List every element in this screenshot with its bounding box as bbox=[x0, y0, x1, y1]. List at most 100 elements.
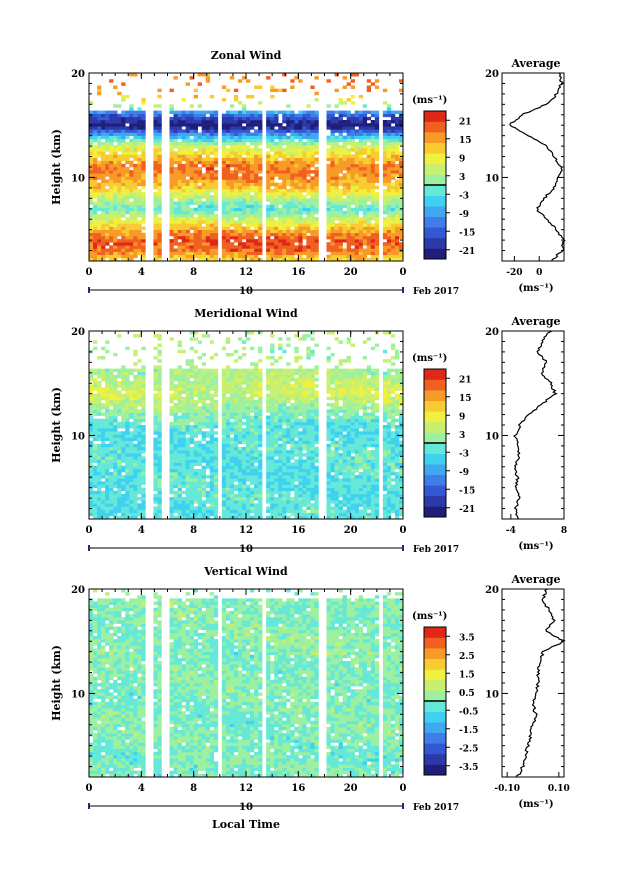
heatmap-cells bbox=[89, 331, 404, 520]
date-label: Feb 2017 bbox=[413, 803, 459, 813]
y-axis-label: Height (km) bbox=[50, 129, 63, 205]
colorbar-tick-label: -3 bbox=[459, 449, 469, 459]
colorbar-tick-label: -1.5 bbox=[459, 726, 478, 736]
colorbar-tick-label: 9 bbox=[459, 154, 465, 164]
colorbar-swatch bbox=[424, 690, 446, 702]
x-tick-label: 0 bbox=[400, 783, 407, 794]
x-tick-label: 16 bbox=[291, 267, 305, 278]
colorbar-unit: (ms⁻¹) bbox=[412, 353, 447, 364]
colorbar-tick-label: -0.5 bbox=[459, 707, 478, 717]
colorbar-tick-label: -3.5 bbox=[459, 763, 478, 773]
x-tick-label: 20 bbox=[344, 267, 358, 278]
colorbar-swatch bbox=[424, 237, 446, 249]
y-tick-label: 10 bbox=[71, 431, 85, 442]
average-panel: Average 20 10 -20 0 (ms⁻¹) bbox=[485, 57, 566, 294]
x-tick-label: 8 bbox=[190, 783, 197, 794]
colorbar-swatch bbox=[424, 121, 446, 133]
colorbar-swatch bbox=[424, 132, 446, 144]
heatmap-cells bbox=[89, 589, 404, 778]
x-tick-label: 12 bbox=[239, 267, 253, 278]
colorbar bbox=[424, 627, 446, 776]
colorbar-tick-label: 9 bbox=[459, 412, 465, 422]
average-x-tick-label: -4 bbox=[506, 526, 516, 536]
x-tick-label: 8 bbox=[190, 525, 197, 536]
x-tick-label: 8 bbox=[190, 267, 197, 278]
average-title: Average bbox=[510, 57, 560, 70]
colorbar-swatch bbox=[424, 185, 446, 196]
colorbar-swatch bbox=[424, 432, 446, 444]
colorbar-swatch bbox=[424, 248, 446, 260]
panel-0: Zonal Wind 0 4 8 12 16 20 0 20 10 Height (km) 10 Feb… bbox=[50, 49, 566, 297]
average-y-tick-label: 20 bbox=[485, 327, 499, 338]
panel-1: Meridional Wind 0 4 8 12 16 20 0 20 10 Height (km)… bbox=[50, 307, 567, 555]
average-unit: (ms⁻¹) bbox=[518, 799, 553, 810]
average-x-tick-label: 8 bbox=[561, 526, 567, 536]
colorbar-swatch bbox=[424, 227, 446, 239]
colorbar-swatch bbox=[424, 195, 446, 207]
colorbar-tick-label: -15 bbox=[459, 228, 475, 238]
colorbar-swatch bbox=[424, 637, 446, 649]
average-y-tick-label: 10 bbox=[485, 173, 499, 184]
panel-2: Vertical Wind 0 4 8 12 16 20 0 20 10 Height (km) 10… bbox=[50, 565, 570, 831]
colorbar-tick-label: -15 bbox=[459, 486, 475, 496]
panel-title: Meridional Wind bbox=[194, 307, 298, 320]
colorbar bbox=[424, 111, 446, 260]
average-profile-line bbox=[515, 588, 566, 778]
colorbar-tick-label: 21 bbox=[459, 375, 472, 385]
y-axis-label: Height (km) bbox=[50, 645, 63, 721]
colorbar-tick-label: -21 bbox=[459, 505, 475, 515]
colorbar-swatch bbox=[424, 153, 446, 165]
colorbar-swatch bbox=[424, 753, 446, 765]
average-x-tick-label: -20 bbox=[506, 268, 522, 278]
x-axis-label: Local Time bbox=[212, 818, 280, 831]
average-unit: (ms⁻¹) bbox=[518, 541, 553, 552]
colorbar-swatch bbox=[424, 174, 446, 186]
colorbar-swatch bbox=[424, 732, 446, 744]
x-tick-label: 16 bbox=[291, 783, 305, 794]
x-tick-label: 20 bbox=[344, 525, 358, 536]
colorbar-swatch bbox=[424, 142, 446, 154]
colorbar-swatch bbox=[424, 648, 446, 660]
colorbar-tick-label: 0.5 bbox=[459, 689, 475, 699]
average-profile-line bbox=[509, 72, 566, 262]
colorbar-swatch bbox=[424, 722, 446, 734]
y-tick-label: 20 bbox=[71, 69, 85, 80]
colorbar-unit: (ms⁻¹) bbox=[412, 611, 447, 622]
average-y-tick-label: 10 bbox=[485, 689, 499, 700]
colorbar-swatch bbox=[424, 464, 446, 476]
x-tick-label: 12 bbox=[239, 525, 253, 536]
colorbar-tick-label: -2.5 bbox=[459, 744, 478, 754]
colorbar-swatch bbox=[424, 743, 446, 755]
colorbar-swatch bbox=[424, 453, 446, 465]
x-tick-label: 0 bbox=[86, 783, 93, 794]
colorbar-swatch bbox=[424, 411, 446, 423]
colorbar-swatch bbox=[424, 216, 446, 228]
colorbar-swatch bbox=[424, 764, 446, 776]
colorbar-tick-label: 15 bbox=[459, 394, 472, 404]
colorbar-tick-label: -9 bbox=[459, 210, 469, 220]
colorbar-swatch bbox=[424, 679, 446, 691]
average-y-tick-label: 10 bbox=[485, 431, 499, 442]
colorbar-tick-label: 1.5 bbox=[459, 670, 475, 680]
average-frame bbox=[501, 330, 565, 520]
colorbar-swatch bbox=[424, 495, 446, 507]
colorbar-tick-label: 3 bbox=[459, 173, 465, 183]
x-tick-label: 16 bbox=[291, 525, 305, 536]
colorbar-swatch bbox=[424, 701, 446, 712]
x-tick-label: 0 bbox=[86, 525, 93, 536]
y-tick-label: 10 bbox=[71, 689, 85, 700]
x-tick-label: 0 bbox=[400, 525, 407, 536]
panel-title: Vertical Wind bbox=[203, 565, 288, 578]
average-panel: Average 20 10 -4 8 (ms⁻¹) bbox=[485, 315, 567, 552]
y-tick-label: 20 bbox=[71, 585, 85, 596]
average-y-tick-label: 20 bbox=[485, 69, 499, 80]
colorbar-swatch bbox=[424, 206, 446, 218]
heatmap-cells bbox=[89, 73, 404, 262]
average-frame bbox=[501, 588, 565, 778]
date-label: Feb 2017 bbox=[413, 287, 459, 297]
colorbar-swatch bbox=[424, 669, 446, 681]
average-panel: Average 20 10 -0.10 0.10 (ms⁻¹) bbox=[485, 573, 570, 810]
colorbar-tick-label: -21 bbox=[459, 247, 475, 257]
average-title: Average bbox=[510, 573, 560, 586]
x-tick-label: 12 bbox=[239, 783, 253, 794]
